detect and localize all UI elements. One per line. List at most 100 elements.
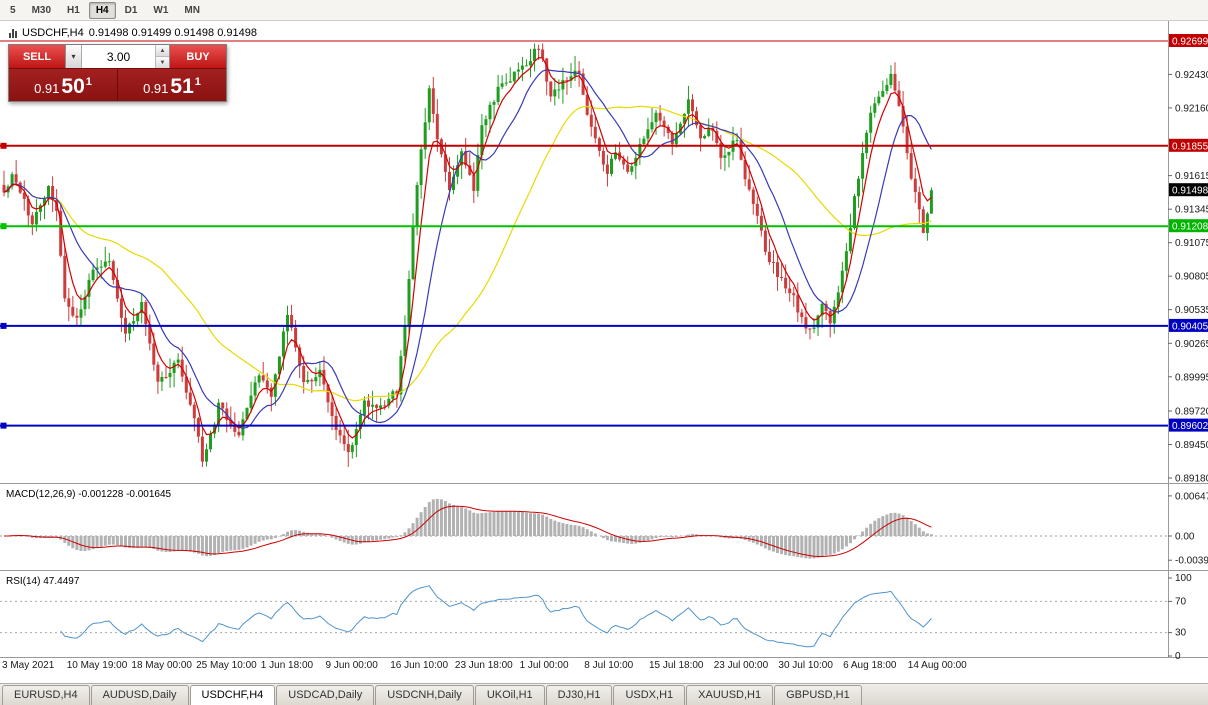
timeframe-button-h4[interactable]: H4 [88, 1, 116, 19]
time-axis[interactable]: 3 May 2021 10 May 19:00 18 May 00:00 25 May… [2, 660, 967, 671]
time-axis-label: 23 Jun 18:00 [455, 660, 513, 671]
rsi-axis-label: 100 [1175, 573, 1192, 584]
rsi-axis-label: 30 [1175, 628, 1187, 639]
buy-price-frac: 1 [194, 76, 201, 88]
hline-edge-marker[interactable] [0, 322, 7, 329]
price-axis-label: 0.90265 [1175, 339, 1208, 350]
tab-eurusd-h4[interactable]: EURUSD,H4 [2, 685, 90, 705]
hline-edge-marker[interactable] [0, 142, 7, 149]
spinner-down-icon: ▼ [159, 59, 166, 66]
svg-text:0.91855: 0.91855 [1172, 141, 1208, 152]
tab-usdx-h1[interactable]: USDX,H1 [613, 685, 686, 705]
volume-stepper: ▲ ▼ [155, 45, 170, 68]
rsi-axis-label: 70 [1175, 596, 1187, 607]
time-axis-label: 1 Jun 18:00 [261, 660, 314, 671]
ma-line-5 [3, 56, 932, 439]
macd-axis-label: 0.00 [1175, 532, 1195, 543]
timeframe-button-5[interactable]: 5 [3, 2, 23, 19]
chevron-down-icon: ▾ [71, 52, 76, 61]
sell-price-pips: 50 [61, 75, 85, 98]
price-axis-label: 0.89995 [1175, 372, 1208, 383]
timeframe-toolbar: 5 M30 H1 H4 D1 W1 MN [0, 0, 1208, 21]
buy-price-main: 0.91 [143, 81, 169, 96]
macd-axis-label: -0.00391 [1175, 556, 1208, 567]
price-axis-label: 0.89180 [1175, 474, 1208, 485]
chart-symbol-period: USDCHF,H4 [22, 27, 84, 39]
sell-button[interactable]: SELL [9, 45, 65, 68]
price-axis-label: 0.90805 [1175, 272, 1208, 283]
hline-edge-marker[interactable] [0, 223, 7, 230]
rsi-line [60, 585, 932, 648]
time-axis-label: 9 Jun 00:00 [326, 660, 379, 671]
ma-line-40 [3, 105, 932, 402]
time-axis-label: 30 Jul 10:00 [778, 660, 833, 671]
ma-line-13 [3, 69, 932, 429]
price-axis-label: 0.91075 [1175, 238, 1208, 249]
buy-price[interactable]: 0.91 51 1 [118, 69, 226, 101]
price-axis-label: 0.91615 [1175, 171, 1208, 182]
svg-text:0.91208: 0.91208 [1172, 222, 1208, 233]
svg-text:0.92699: 0.92699 [1172, 37, 1208, 48]
tab-audusd-daily[interactable]: AUDUSD,Daily [90, 685, 189, 705]
sell-price-main: 0.91 [34, 81, 60, 96]
buy-button[interactable]: BUY [170, 45, 226, 68]
chart-icon [9, 28, 17, 38]
time-axis-label: 15 Jul 18:00 [649, 660, 704, 671]
svg-text:0.90405: 0.90405 [1172, 321, 1208, 332]
price-axis[interactable]: 0.92430 0.92160 0.91615 0.91345 0.91075 0.908… [1168, 21, 1208, 658]
volume-input[interactable] [82, 45, 155, 68]
time-axis-label: 10 May 19:00 [67, 660, 128, 671]
price-badge-0.90405: 0.90405 [1169, 318, 1208, 332]
price-axis-label: 0.92160 [1175, 103, 1208, 114]
timeframe-button-d1[interactable]: D1 [118, 2, 145, 19]
timeframe-button-mn[interactable]: MN [177, 2, 207, 19]
rsi-label: RSI(14) 47.4497 [6, 576, 80, 587]
price-badge-0.92699: 0.92699 [1169, 34, 1208, 48]
volume-dropdown-button[interactable]: ▾ [65, 45, 82, 68]
sell-price-frac: 1 [85, 76, 92, 88]
time-axis-label: 16 Jun 10:00 [390, 660, 448, 671]
chart-ohlc-values: 0.91498 0.91499 0.91498 0.91498 [88, 27, 257, 39]
time-axis-label: 18 May 00:00 [131, 660, 192, 671]
volume-increase-button[interactable]: ▲ [156, 45, 169, 57]
spinner-up-icon: ▲ [159, 47, 166, 54]
price-axis-label: 0.91345 [1175, 205, 1208, 216]
timeframe-button-m30[interactable]: M30 [25, 2, 58, 19]
volume-decrease-button[interactable]: ▼ [156, 57, 169, 68]
tab-ukoil-h1[interactable]: UKOil,H1 [474, 685, 545, 705]
sell-price[interactable]: 0.91 50 1 [9, 69, 117, 101]
price-axis-label: 0.89720 [1175, 407, 1208, 418]
timeframe-button-w1[interactable]: W1 [146, 2, 175, 19]
price-badge-0.91498: 0.91498 [1169, 183, 1208, 197]
time-axis-label: 1 Jul 00:00 [520, 660, 569, 671]
tab-usdcnh-daily[interactable]: USDCNH,Daily [375, 685, 474, 705]
tab-xauusd-h1[interactable]: XAUUSD,H1 [686, 685, 774, 705]
chart-tabs-bar: EURUSD,H4 AUDUSD,Daily USDCHF,H4 USDCAD,Dai… [0, 683, 1208, 705]
buy-price-pips: 51 [170, 75, 194, 98]
time-axis-label: 8 Jul 10:00 [584, 660, 633, 671]
time-axis-label: 14 Aug 00:00 [908, 660, 967, 671]
tab-usdchf-h4[interactable]: USDCHF,H4 [189, 685, 276, 705]
tab-dj30-h1[interactable]: DJ30,H1 [545, 685, 613, 705]
hline-edge-marker[interactable] [0, 422, 7, 429]
price-badge-0.89602: 0.89602 [1169, 418, 1208, 432]
trade-panel-prices: 0.91 50 1 0.91 51 1 [9, 68, 226, 101]
timeframe-button-h1[interactable]: H1 [60, 2, 87, 19]
price-axis-label: 0.92430 [1175, 70, 1208, 81]
rsi-axis-label: 0 [1175, 651, 1181, 662]
tab-usdcad-daily[interactable]: USDCAD,Daily [276, 685, 375, 705]
price-badge-0.91855: 0.91855 [1169, 138, 1208, 152]
svg-text:0.91498: 0.91498 [1172, 186, 1208, 197]
tab-gbpusd-h1[interactable]: GBPUSD,H1 [774, 685, 862, 705]
chart-ohlc-header: USDCHF,H4 0.91498 0.91499 0.91498 0.9149… [9, 27, 257, 39]
price-badge-0.91208: 0.91208 [1169, 219, 1208, 233]
time-axis-label: 25 May 10:00 [196, 660, 257, 671]
macd-histogram [6, 498, 933, 559]
macd-signal-line [4, 505, 932, 557]
chart-canvas[interactable]: 0.92430 0.92160 0.91615 0.91345 0.91075 0.908… [0, 0, 1208, 683]
time-axis-label: 3 May 2021 [2, 660, 55, 671]
price-axis-label: 0.89450 [1175, 440, 1208, 451]
price-divider [117, 69, 118, 101]
svg-text:0.89602: 0.89602 [1172, 421, 1208, 432]
